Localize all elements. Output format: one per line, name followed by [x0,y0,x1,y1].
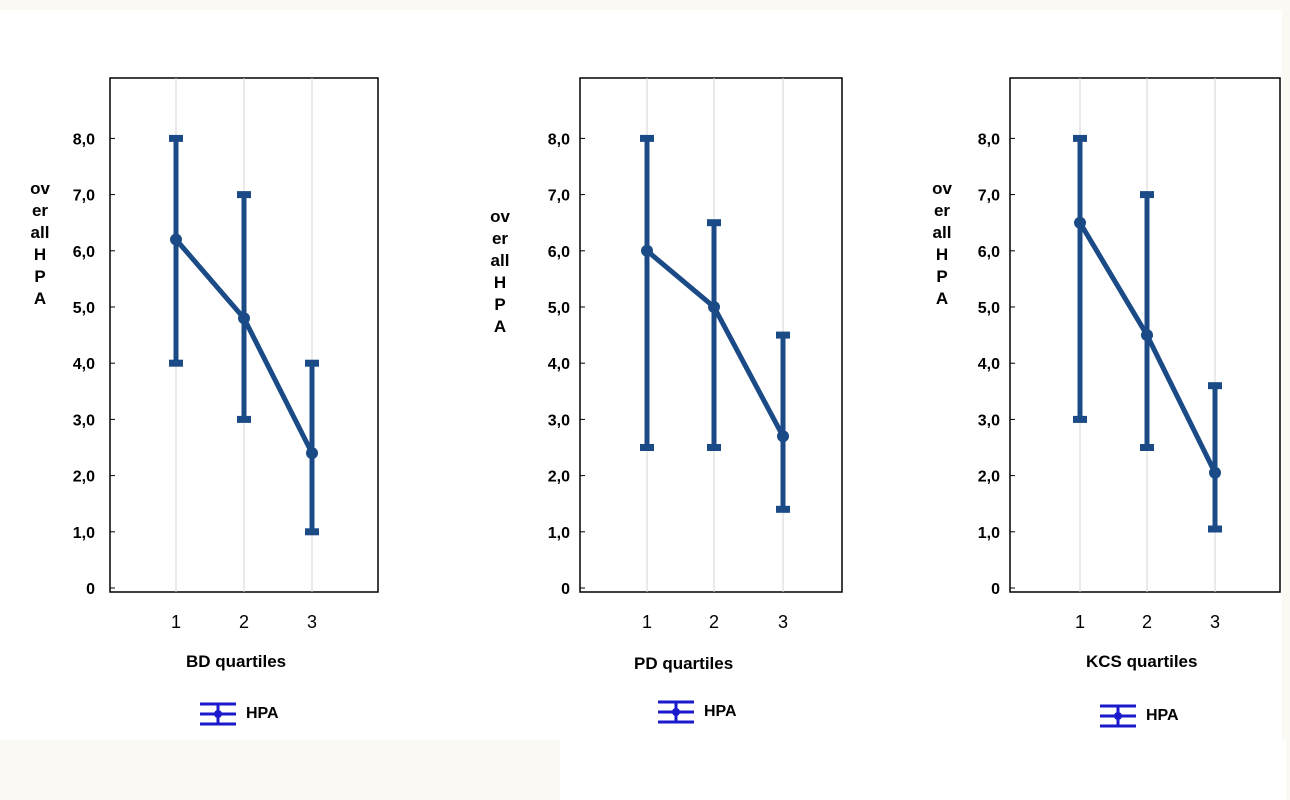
chart-panel-pd: overall HPA 8,0 7,0 6,0 5,0 4,0 3,0 2,0 1,0 0 1 2 3… [430,0,860,800]
y-tick-label: 5,0 [73,300,95,317]
data-point [1074,216,1086,229]
legend-label: HPA [1146,707,1179,724]
y-tick-label: 7,0 [978,188,1000,205]
chart-pd: 8,0 7,0 6,0 5,0 4,0 3,0 2,0 1,0 0 1 2 3 [548,77,843,632]
y-tick-label: 1,0 [978,525,1000,542]
legend: HPA [656,698,737,726]
y-tick-label: 8,0 [548,131,570,148]
y-tick-label: 3,0 [73,412,95,429]
y-tick-label: 6,0 [978,244,1000,261]
chart-kcs: 8,0 7,0 6,0 5,0 4,0 3,0 2,0 1,0 0 1 2 3 [978,77,1281,632]
x-tick-label: 2 [1142,612,1152,632]
y-tick-label: 2,0 [548,469,570,486]
y-tick-label: 0 [991,581,1000,598]
data-point [1141,329,1153,342]
chart-panel-kcs: overall HPA 8,0 7,0 6,0 5,0 4,0 3,0 2,0 1,0 0 1 2 3… [860,0,1290,800]
legend-label: HPA [246,705,279,722]
y-tick-label: 4,0 [73,356,95,373]
x-tick-label: 1 [642,612,652,632]
legend-marker-icon [658,700,694,724]
y-tick-label: 8,0 [73,131,95,148]
data-point [641,244,653,257]
data-point [777,430,789,443]
y-tick-label: 7,0 [73,188,95,205]
y-tick-label: 1,0 [73,525,95,542]
y-tick-label: 8,0 [978,131,1000,148]
plot-area [579,77,843,593]
x-tick-label: 3 [1210,612,1220,632]
y-tick-label: 4,0 [548,356,570,373]
y-tick-label: 4,0 [978,356,1000,373]
legend-marker-icon [200,702,236,726]
data-point [1209,466,1221,479]
y-tick-label: 2,0 [73,469,95,486]
legend-label: HPA [704,703,737,720]
y-tick-label: 5,0 [548,300,570,317]
y-tick-label: 0 [561,581,570,598]
y-axis-label: overall HPA [490,207,515,336]
y-tick-label: 3,0 [548,412,570,429]
data-point [708,301,720,313]
data-point [170,233,182,246]
figure-background-bottom [560,740,1286,800]
x-axis-label: KCS quartiles [1086,652,1198,671]
x-tick-label: 1 [171,612,181,632]
x-tick-label: 3 [778,612,788,632]
chart-panel-bd: overall HPA 8,0 7,0 6,0 5,0 4,0 3,0 2,0 1,0 0 1 2 3… [0,0,430,800]
y-axis-label: overall HPA [30,179,55,308]
x-tick-label: 2 [709,612,719,632]
x-axis-label: PD quartiles [634,654,734,673]
x-tick-label: 2 [239,612,249,632]
x-axis-label: BD quartiles [186,652,287,671]
legend-marker-icon [1100,704,1136,728]
x-tick-label: 1 [1075,612,1085,632]
chart-bd: 8,0 7,0 6,0 5,0 4,0 3,0 2,0 1,0 0 1 2 3 [73,77,379,632]
y-axis-label: overall HPA [932,179,957,308]
legend: HPA [1098,702,1179,730]
y-tick-label: 6,0 [73,244,95,261]
y-tick-label: 0 [86,581,95,598]
y-tick-label: 3,0 [978,412,1000,429]
y-tick-label: 7,0 [548,188,570,205]
x-tick-label: 3 [307,612,317,632]
data-point [306,447,318,460]
legend: HPA [198,700,279,728]
y-tick-label: 6,0 [548,244,570,261]
y-tick-label: 1,0 [548,525,570,542]
y-tick-label: 5,0 [978,300,1000,317]
data-point [238,312,250,325]
y-tick-label: 2,0 [978,469,1000,486]
